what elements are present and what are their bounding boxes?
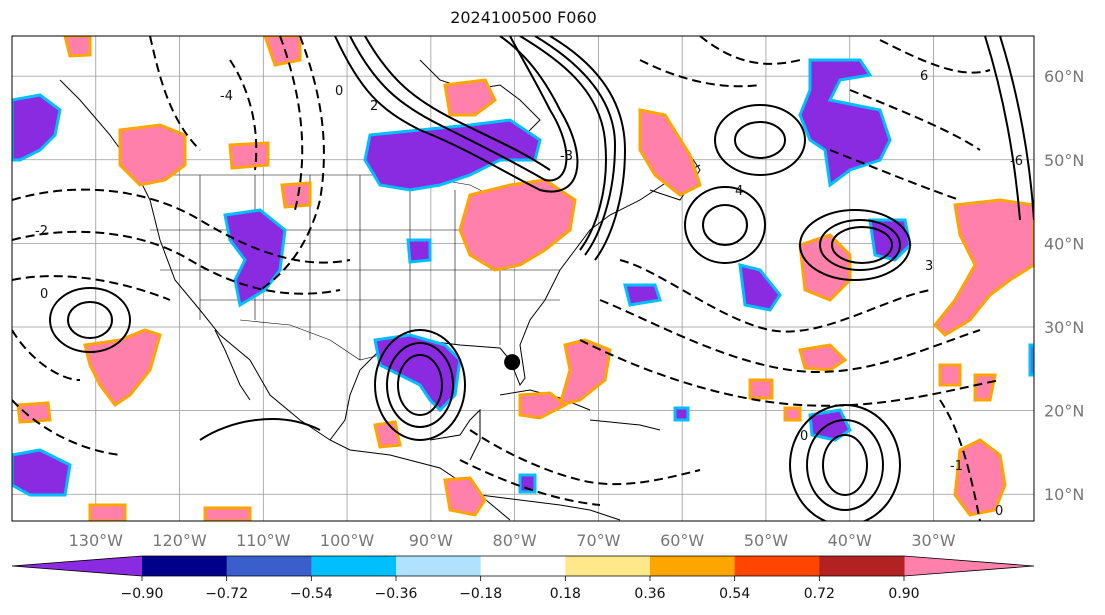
- colorbar-tick-label: −0.36: [375, 586, 418, 602]
- latitude-tick-label: 30°N: [1044, 318, 1084, 337]
- contour-label: 2: [370, 99, 378, 114]
- colorbar-tick-label: 0.36: [634, 586, 665, 602]
- contour-label: -3: [560, 149, 573, 164]
- colorbar-segment: [142, 556, 228, 576]
- contour-label: 3: [925, 259, 933, 274]
- colorbar-segment: [311, 556, 397, 576]
- longitude-tick-label: 110°W: [236, 531, 291, 550]
- contour-label: 4: [735, 184, 743, 199]
- latitude-tick-label: 20°N: [1044, 402, 1084, 421]
- contour-label: -2: [35, 224, 48, 239]
- longitude-tick-label: 130°W: [69, 531, 124, 550]
- latitude-tick-label: 60°N: [1044, 67, 1084, 86]
- longitude-tick-label: 90°W: [409, 531, 453, 550]
- contour-labels: 0 2 4 6 -2 -4 -6 -1 3 -3 0 0 0: [35, 69, 1023, 519]
- colorbar-tick-label: −0.90: [121, 586, 164, 602]
- longitude-tick-label: 120°W: [152, 531, 207, 550]
- contour-label: 0: [800, 429, 808, 444]
- colorbar-tick-label: −0.72: [205, 586, 248, 602]
- contours-solid: [49, 36, 1034, 521]
- longitude-tick-label: 50°W: [744, 531, 788, 550]
- longitude-tick-label: 30°W: [911, 531, 955, 550]
- contour-label: -6: [1010, 154, 1023, 169]
- longitude-labels: 130°W 120°W 110°W 100°W 90°W 80°W 70°W 60°W 50°W…: [69, 531, 956, 550]
- location-marker: [504, 354, 521, 371]
- contour-label: 0: [335, 84, 343, 99]
- colorbar-over-extension: [904, 556, 1034, 576]
- latitude-tick-label: 10°N: [1044, 485, 1084, 504]
- map-border: [11, 35, 1035, 522]
- colorbar-tick-label: −0.18: [459, 586, 502, 602]
- latitude-tick-label: 40°N: [1044, 234, 1084, 253]
- latitude-tick-label: 50°N: [1044, 151, 1084, 170]
- contour-label: 6: [920, 69, 928, 84]
- longitude-tick-label: 100°W: [320, 531, 375, 550]
- colorbar: −0.90 −0.72 −0.54 −0.36 −0.18 0.18 0.36 0.54 0.7…: [11, 555, 1035, 602]
- colorbar-segment: [396, 556, 482, 576]
- longitude-tick-label: 70°W: [576, 531, 620, 550]
- contour-label: -1: [950, 459, 963, 474]
- colorbar-tick-label: −0.54: [290, 586, 333, 602]
- contour-label: 0: [40, 287, 48, 302]
- colorbar-tick-label: 0.54: [719, 586, 750, 602]
- contour-label: -4: [220, 89, 233, 104]
- colorbar-segment: [226, 556, 312, 576]
- colorbar-segment: [480, 556, 566, 576]
- colorbar-under-extension: [12, 556, 142, 576]
- contours-dashed: [12, 36, 1001, 521]
- colorbar-segment: [565, 556, 651, 576]
- colorbar-tick-label: 0.18: [550, 586, 581, 602]
- colorbar-segment: [650, 556, 736, 576]
- colorbar-segment: [734, 556, 820, 576]
- longitude-tick-label: 60°W: [660, 531, 704, 550]
- colorbar-tick-label: 0.90: [888, 586, 919, 602]
- colorbar-segment: [819, 556, 905, 576]
- colorbar-tick-label: 0.72: [804, 586, 835, 602]
- longitude-tick-label: 40°W: [828, 531, 872, 550]
- longitude-tick-label: 80°W: [493, 531, 537, 550]
- contour-label: 0: [995, 504, 1003, 519]
- latitude-labels: 60°N 50°N 40°N 30°N 20°N 10°N: [1044, 67, 1084, 504]
- map-title: 2024100500 F060: [450, 8, 597, 27]
